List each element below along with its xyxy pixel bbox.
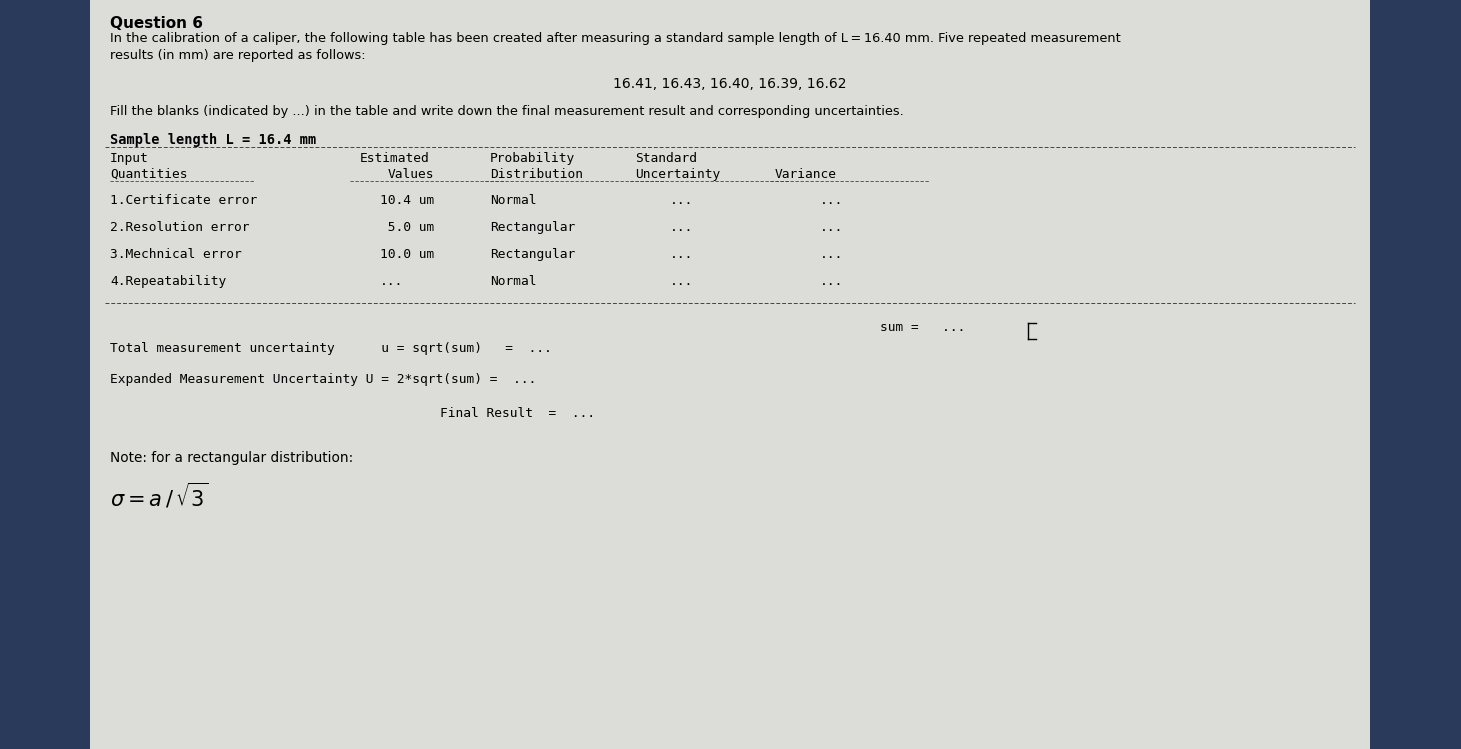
Text: 5.0 um: 5.0 um xyxy=(380,221,434,234)
Text: Note: for a rectangular distribution:: Note: for a rectangular distribution: xyxy=(110,451,354,465)
Text: Distribution: Distribution xyxy=(489,168,583,181)
Text: 4.Repeatability: 4.Repeatability xyxy=(110,275,226,288)
Text: Uncertainty: Uncertainty xyxy=(636,168,720,181)
Text: Total measurement uncertainty      u = sqrt(sum)   =  ...: Total measurement uncertainty u = sqrt(s… xyxy=(110,342,552,355)
Text: ...: ... xyxy=(671,248,694,261)
Text: Variance: Variance xyxy=(774,168,837,181)
Text: In the calibration of a caliper, the following table has been created after meas: In the calibration of a caliper, the fol… xyxy=(110,32,1121,45)
Text: 2.Resolution error: 2.Resolution error xyxy=(110,221,250,234)
Text: ...: ... xyxy=(820,221,843,234)
Text: 16.41, 16.43, 16.40, 16.39, 16.62: 16.41, 16.43, 16.40, 16.39, 16.62 xyxy=(614,77,847,91)
Text: ...: ... xyxy=(380,275,403,288)
Text: ...: ... xyxy=(820,275,843,288)
FancyBboxPatch shape xyxy=(91,0,1370,749)
Text: ...: ... xyxy=(671,221,694,234)
Text: Question 6: Question 6 xyxy=(110,16,203,31)
Text: Rectangular: Rectangular xyxy=(489,248,576,261)
Text: Input: Input xyxy=(110,152,149,165)
Text: 10.4 um: 10.4 um xyxy=(380,194,434,207)
Text: Values: Values xyxy=(389,168,434,181)
Text: ...: ... xyxy=(671,194,694,207)
Text: Normal: Normal xyxy=(489,194,536,207)
Text: Standard: Standard xyxy=(636,152,697,165)
Text: Normal: Normal xyxy=(489,275,536,288)
Text: ...: ... xyxy=(820,248,843,261)
Text: 10.0 um: 10.0 um xyxy=(380,248,434,261)
Text: results (in mm) are reported as follows:: results (in mm) are reported as follows: xyxy=(110,49,365,62)
Text: Expanded Measurement Uncertainty U = 2*sqrt(sum) =  ...: Expanded Measurement Uncertainty U = 2*s… xyxy=(110,373,536,386)
Text: Fill the blanks (indicated by ...) in the table and write down the final measure: Fill the blanks (indicated by ...) in th… xyxy=(110,105,904,118)
Text: sum =   ...: sum = ... xyxy=(880,321,966,334)
Text: $\sigma = a\,/\,\sqrt{3}$: $\sigma = a\,/\,\sqrt{3}$ xyxy=(110,481,209,510)
Text: Final Result  =  ...: Final Result = ... xyxy=(440,407,595,420)
Text: ...: ... xyxy=(671,275,694,288)
Text: Probability: Probability xyxy=(489,152,576,165)
Text: ...: ... xyxy=(820,194,843,207)
Text: 1.Certificate error: 1.Certificate error xyxy=(110,194,257,207)
Text: Quantities: Quantities xyxy=(110,168,187,181)
Text: Sample length L = 16.4 mm: Sample length L = 16.4 mm xyxy=(110,133,316,147)
Text: Estimated: Estimated xyxy=(359,152,430,165)
Text: 3.Mechnical error: 3.Mechnical error xyxy=(110,248,241,261)
Text: Rectangular: Rectangular xyxy=(489,221,576,234)
